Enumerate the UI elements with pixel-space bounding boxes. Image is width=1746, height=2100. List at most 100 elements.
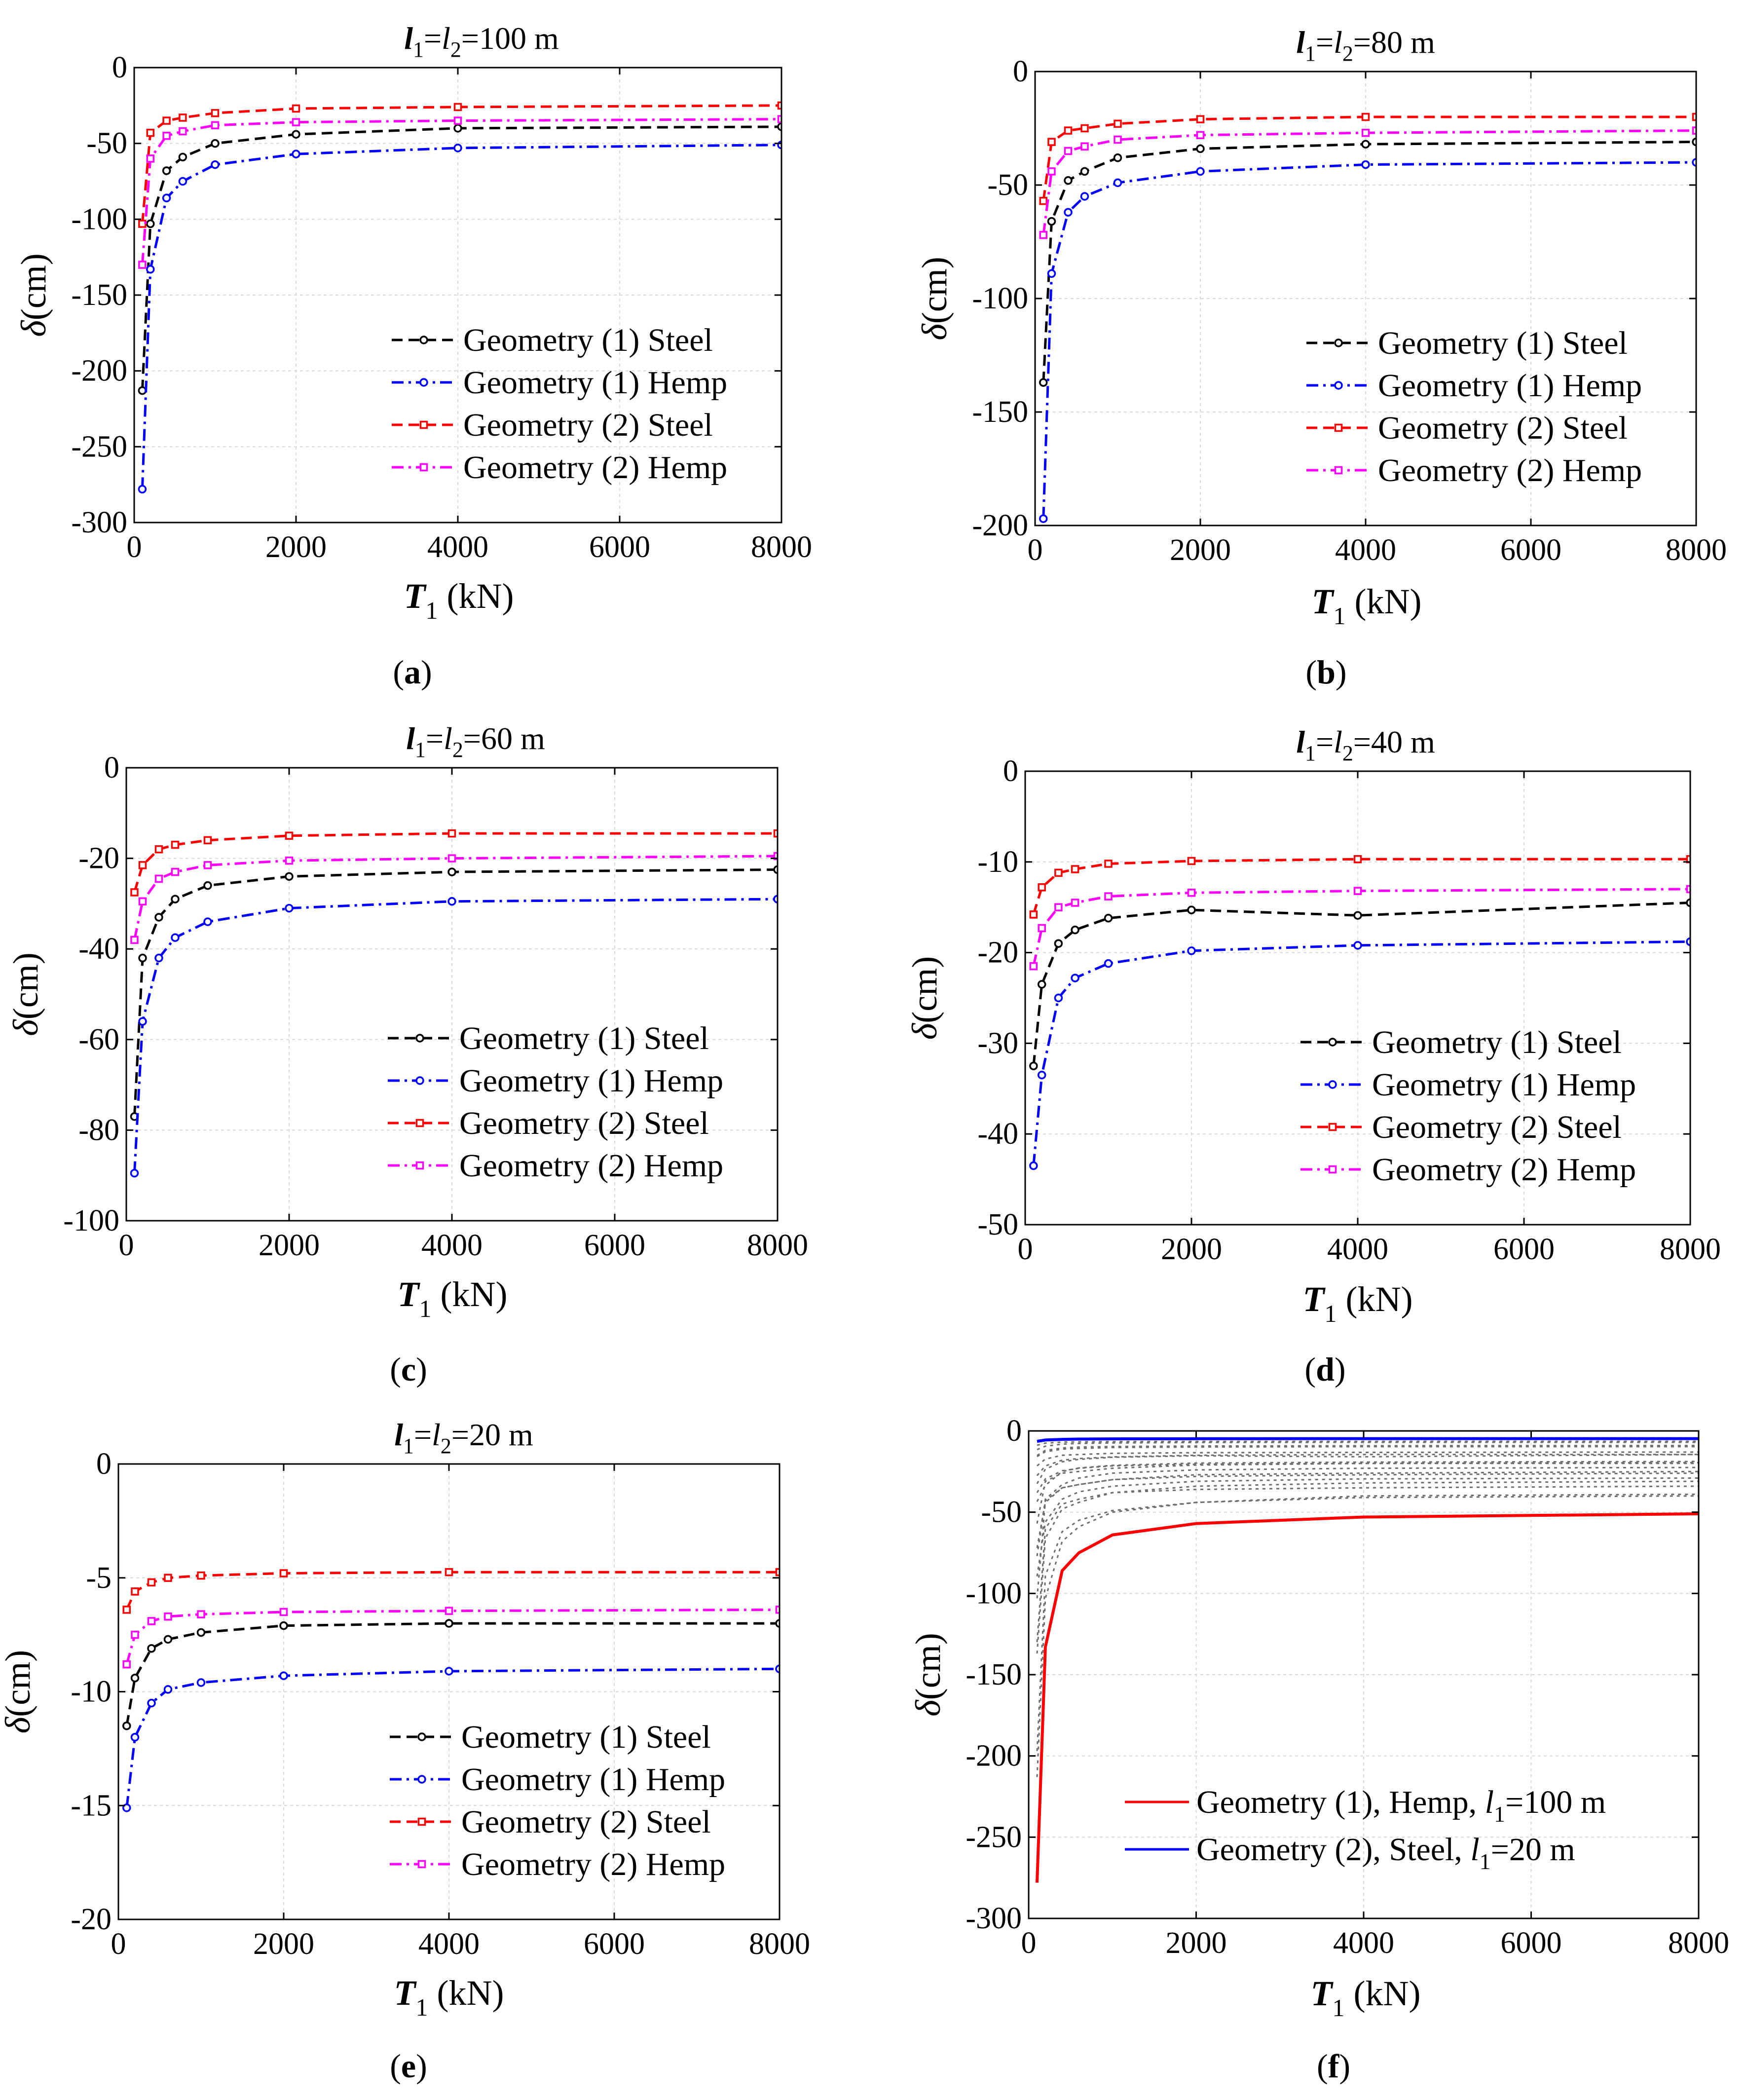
y-tick-label: -40 [78,932,119,966]
data-point [196,1628,206,1637]
legend-label: Geometry (1) Steel [461,1719,711,1755]
series-line [125,1667,780,1808]
series-line [1032,901,1690,1066]
data-point [171,933,180,942]
series-line [133,855,778,940]
data-point [453,103,462,112]
data-point [292,150,300,158]
series-line [1032,858,1690,915]
y-tick-label: -200 [966,1739,1022,1773]
series-line [133,868,778,1117]
x-tick-label: 4000 [1327,1233,1388,1266]
data-point [138,485,147,494]
legend-label: Geometry (2) Steel [459,1105,709,1141]
x-axis-label: T1 (kN) [1303,1279,1413,1327]
data-point [1047,167,1056,176]
x-tick-label: 2000 [259,1229,320,1262]
data-point [1104,914,1113,923]
data-point [138,861,147,869]
data-point [1038,924,1046,933]
y-tick-label: -100 [63,1204,119,1238]
legend-marker [415,1034,424,1043]
data-point [1187,889,1196,897]
chart-panel-c: 0 2000 4000 6000 8000 0 -20 -40 -60 -80 -100 l1=l2=… [6,721,808,1388]
data-point [1692,126,1696,135]
y-tick-label: -200 [972,509,1028,542]
data-point [154,953,163,963]
x-tick-label: 2000 [1166,1926,1227,1960]
data-point [146,128,155,137]
legend-marker [417,1775,426,1784]
data-point [154,913,163,922]
data-point [1064,176,1073,185]
chart-title: l1=l2=20 m [394,1417,533,1458]
data-point [130,1168,139,1178]
legend-label: Geometry (2), Steel, l1=20 m [1196,1832,1575,1874]
series-line [1036,1477,1699,1577]
data-point [162,132,171,140]
data-point [1113,178,1122,188]
data-point [279,1671,288,1680]
x-axis-label: T1 (kN) [404,576,514,624]
legend-label: Geometry (1) Hemp [463,365,727,401]
x-tick-label: 6000 [1493,1233,1555,1266]
data-point [211,139,220,148]
y-axis-label: δ(cm) [908,1633,948,1716]
data-point [453,144,462,152]
data-point [1114,119,1122,128]
data-point [130,1674,140,1683]
y-axis-label: δ(cm) [905,956,944,1040]
data-point [1361,112,1370,121]
data-point [1071,899,1079,907]
data-point [146,265,155,274]
legend-label: Geometry (2) Steel [1372,1109,1622,1145]
x-tick-label: 8000 [751,530,812,564]
data-point [1071,974,1079,982]
data-point [1104,860,1113,868]
legend-label: Geometry (2) Hemp [1372,1152,1636,1188]
legend-label: Geometry (1) Hemp [459,1063,723,1099]
data-point [447,867,456,876]
data-point [777,115,781,123]
legend-marker [415,1161,424,1170]
legend-label: Geometry (1) Hemp [1378,368,1642,404]
data-point [138,1017,147,1026]
data-point [178,177,187,186]
data-point [1037,980,1046,989]
data-point [773,895,778,903]
data-point [130,1733,140,1742]
data-point [1353,887,1362,895]
data-point [285,856,294,865]
x-tick-label: 4000 [1335,533,1396,567]
data-point [445,1619,453,1628]
x-tick-label: 8000 [1660,1233,1721,1266]
legend-marker [415,1076,424,1085]
x-tick-label: 0 [119,1229,134,1262]
legend-marker [1334,338,1343,347]
data-point [1361,160,1370,169]
data-point [146,219,155,228]
data-point [1361,128,1370,137]
series-line [1036,1470,1699,1599]
data-point [292,104,300,113]
data-point [1113,153,1122,162]
y-tick-label: -100 [966,1576,1022,1610]
data-point [1054,993,1063,1003]
y-tick-label: 0 [1013,55,1028,88]
series-line [133,832,778,893]
data-point [1054,868,1063,877]
data-point [445,1667,453,1676]
data-point [154,845,163,854]
data-point [1029,910,1038,919]
data-point [164,1574,172,1582]
chart-title: l1=l2=40 m [1296,724,1435,765]
data-point [147,1698,156,1708]
x-tick-label: 0 [1018,1233,1033,1266]
data-point [773,829,778,838]
x-tick-label: 4000 [421,1229,483,1262]
data-point [279,1569,288,1577]
y-tick-label: -150 [966,1658,1022,1691]
x-tick-label: 6000 [584,1229,645,1262]
series-line [141,125,781,391]
data-point [211,121,220,130]
